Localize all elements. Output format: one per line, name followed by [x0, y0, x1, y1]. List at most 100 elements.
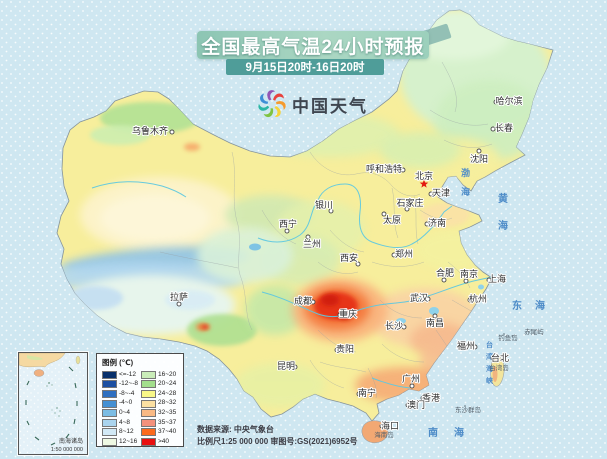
legend-item: 12~16	[102, 437, 141, 446]
legend-item: 28~32	[141, 399, 180, 408]
city-哈尔滨: 哈尔滨	[493, 94, 524, 107]
legend-swatch	[102, 389, 117, 398]
city-南昌: 南昌	[425, 313, 445, 329]
city-dot-icon	[401, 324, 407, 330]
island-label: 东沙群岛	[455, 405, 481, 414]
city-重庆: 重庆	[337, 307, 358, 320]
pinwheel-petal	[273, 93, 284, 101]
legend-label: -12~-8	[119, 380, 138, 388]
city-dot-icon	[169, 129, 175, 135]
legend-label: -8~-4	[119, 389, 135, 397]
city-dot-icon	[284, 228, 290, 234]
city-dot-icon	[405, 402, 411, 408]
legend-label: 32~35	[158, 408, 177, 416]
city-dot-icon	[409, 383, 415, 389]
legend-label: 4~8	[119, 418, 131, 426]
city-福州: 福州	[456, 339, 478, 352]
city-西宁: 西宁	[278, 217, 298, 234]
city-label: 南昌	[426, 317, 444, 328]
legend-label: 37~40	[158, 428, 177, 436]
city-label: 兰州	[303, 238, 321, 249]
city-label: 拉萨	[170, 291, 188, 302]
small-islands	[464, 329, 532, 407]
city-武汉: 武汉	[409, 291, 431, 304]
inset-islands	[46, 382, 61, 417]
city-label: 乌鲁木齐	[132, 125, 168, 136]
legend-rows: <=-12 16~20 -12~-8 20~24 -8~-4 24~28 -4~0 28~32…	[102, 370, 180, 447]
legend-row: <=-12 16~20	[102, 370, 180, 380]
legend-row: 0~4 32~35	[102, 408, 180, 418]
legend-title: 图例 (℃)	[102, 358, 134, 367]
city-label: 北京	[415, 170, 433, 181]
city-dot-icon	[486, 277, 492, 283]
city-label: 天津	[432, 188, 450, 198]
city-dot-icon	[463, 278, 469, 284]
city-dot-icon	[328, 208, 334, 214]
legend-row: -8~-4 24~28	[102, 389, 180, 399]
city-dot-icon	[355, 261, 361, 267]
sea-label: 台湾海峡	[486, 340, 494, 385]
city-呼和浩特: 呼和浩特	[365, 162, 406, 175]
city-label: 澳门	[407, 399, 425, 410]
legend-item: 37~40	[141, 428, 180, 437]
city-dot-icon	[476, 148, 482, 154]
city-label: 哈尔滨	[495, 95, 522, 106]
pinwheel-petal	[263, 108, 274, 118]
pinwheel-petal	[267, 90, 276, 101]
legend-item: <=-12	[102, 370, 141, 379]
city-dot-icon	[356, 391, 362, 397]
legend-item: 8~12	[102, 428, 141, 437]
city-label: 上海	[488, 273, 506, 284]
city-广州: 广州	[401, 372, 421, 389]
legend-swatch	[102, 428, 117, 437]
city-dot-icon	[432, 313, 438, 319]
legend-swatch	[141, 389, 156, 398]
city-长春: 长春	[490, 121, 514, 134]
legend-swatch	[141, 399, 156, 408]
legend-swatch	[141, 437, 156, 446]
city-label: 海口	[381, 420, 399, 431]
city-济南: 济南	[424, 216, 447, 229]
legend-swatch	[102, 418, 117, 427]
city-dot-icon	[400, 167, 406, 173]
city-沈阳: 沈阳	[469, 148, 489, 165]
city-天津: 天津	[428, 187, 451, 199]
subtitle-banner: 9月15日20时-16日20时	[226, 59, 384, 75]
island-label: 钓鱼岛	[498, 333, 518, 342]
logo-text: 中国天气	[292, 96, 368, 116]
sea-label: 黄海	[498, 192, 508, 232]
legend-label: <=-12	[119, 370, 136, 378]
island-label: 海南岛	[374, 430, 394, 439]
legend: 图例 (℃) <=-12 16~20 -12~-8 20~24 -8~-4 24~28 -4…	[96, 353, 184, 447]
legend-row: -12~-8 20~24	[102, 380, 180, 390]
inset-label: 南海诸岛	[59, 437, 83, 445]
legend-swatch	[141, 418, 156, 427]
legend-item: 16~20	[141, 370, 180, 379]
city-dot-icon	[404, 206, 410, 212]
city-label: 银川	[315, 199, 333, 210]
city-澳门: 澳门	[405, 398, 426, 411]
island-label: 台湾岛	[489, 363, 509, 372]
city-西安: 西安	[339, 251, 361, 267]
city-label: 福州	[457, 340, 475, 351]
city-dot-icon	[493, 99, 499, 105]
pinwheel-petal	[276, 101, 286, 110]
pinwheel-logo-icon	[258, 90, 286, 118]
legend-item: >40	[141, 437, 180, 446]
legend-item: 4~8	[102, 418, 141, 427]
city-拉萨: 拉萨	[169, 290, 189, 307]
legend-swatch	[141, 409, 156, 418]
city-dot-icon	[305, 234, 311, 240]
city-dot-icon	[292, 364, 298, 370]
taiwan-west-warm	[492, 366, 498, 382]
city-label: 武汉	[410, 292, 428, 303]
city-dot-icon	[425, 296, 431, 302]
legend-label: -4~0	[119, 399, 133, 407]
city-dot-icon	[472, 344, 478, 350]
city-上海: 上海	[486, 272, 507, 285]
city-dot-icon	[379, 423, 385, 429]
city-dot-icon	[428, 191, 434, 197]
city-label: 太原	[383, 214, 401, 225]
city-dot-icon	[176, 301, 182, 307]
legend-label: 24~28	[158, 389, 177, 397]
